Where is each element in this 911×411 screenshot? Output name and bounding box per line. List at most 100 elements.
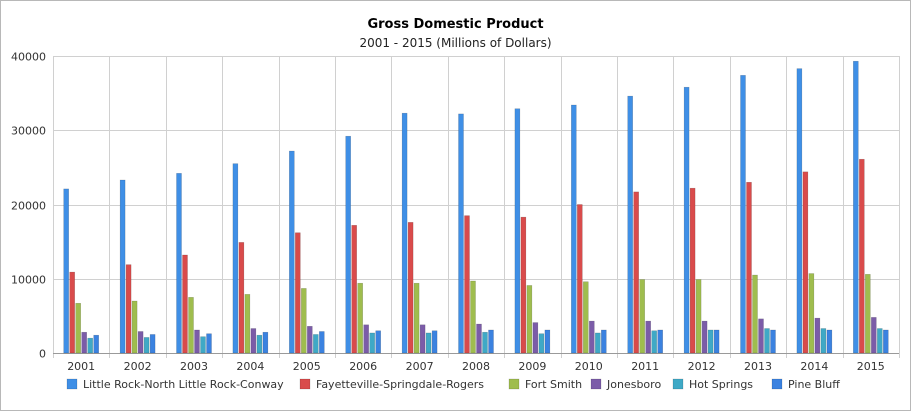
bar (627, 95, 633, 354)
legend-swatch (299, 378, 311, 390)
bar (194, 329, 200, 354)
bar (345, 135, 351, 354)
bar (464, 215, 470, 354)
bar (695, 279, 702, 354)
bar (313, 334, 319, 354)
y-tick-label: 20000 (11, 200, 46, 213)
x-tick-label: 2008 (462, 360, 490, 373)
bar (520, 216, 527, 354)
bar (532, 322, 539, 354)
bar (93, 334, 99, 354)
y-tick-label: 30000 (11, 125, 46, 138)
bar (131, 300, 138, 354)
bar (883, 329, 889, 354)
legend-label: Hot Springs (689, 378, 753, 391)
bar (689, 187, 696, 354)
bar (149, 334, 156, 354)
x-tick-label: 2003 (180, 360, 208, 373)
bar (369, 332, 375, 354)
bar (200, 336, 206, 354)
x-tick-label: 2001 (67, 360, 95, 373)
bar (307, 326, 313, 354)
bar (796, 68, 803, 354)
bar (758, 318, 764, 354)
bar (470, 280, 476, 354)
x-tick-label: 2012 (688, 360, 716, 373)
x-tick-label: 2015 (857, 360, 885, 373)
bar (476, 323, 482, 354)
bar (431, 330, 438, 354)
x-tick-label: 2006 (349, 360, 377, 373)
legend-label: Little Rock-North Little Rock-Conway (83, 378, 284, 391)
bar (713, 329, 720, 354)
legend-swatch (66, 378, 78, 390)
bar (69, 271, 75, 354)
x-tick-label: 2005 (293, 360, 321, 373)
bar (482, 331, 488, 354)
x-tick-label: 2002 (124, 360, 152, 373)
bar (458, 113, 464, 354)
bar (244, 294, 251, 354)
legend-swatch (771, 378, 783, 390)
bar (295, 232, 301, 354)
x-tick-label: 2011 (631, 360, 659, 373)
bar (639, 279, 645, 354)
y-tick-label: 40000 (11, 51, 46, 64)
bar (488, 329, 494, 354)
bar (683, 86, 690, 354)
bar (657, 329, 663, 354)
bar (871, 317, 877, 354)
bar (808, 273, 815, 354)
bar (289, 150, 295, 354)
bar (262, 331, 269, 354)
bar (651, 330, 657, 354)
bar (746, 181, 752, 354)
bar (232, 163, 239, 354)
bar (802, 171, 809, 354)
bar (119, 179, 126, 354)
bar (176, 173, 182, 354)
bar (601, 329, 607, 354)
bar (250, 328, 257, 354)
bar (514, 108, 521, 354)
x-tick-label: 2004 (236, 360, 264, 373)
legend-label: Fayetteville-Springdale-Rogers (316, 378, 484, 391)
bar (413, 282, 420, 354)
bar (701, 320, 708, 354)
bar (820, 328, 827, 354)
bar (859, 158, 865, 354)
x-tick-label: 2013 (744, 360, 772, 373)
bar (595, 332, 601, 354)
bar (407, 222, 414, 354)
bar (740, 75, 746, 354)
y-tick-label: 10000 (11, 274, 46, 287)
bar (544, 329, 551, 354)
bar (357, 282, 363, 354)
legend-swatch (508, 378, 520, 390)
y-tick-label: 0 (39, 348, 46, 361)
bar (589, 320, 595, 354)
bar (538, 333, 545, 354)
bar (707, 329, 714, 354)
bar (375, 330, 381, 354)
x-tick-label: 2014 (800, 360, 828, 373)
bar (238, 242, 245, 354)
bar (206, 333, 212, 354)
bar (826, 329, 833, 354)
bar (182, 254, 188, 354)
bar (81, 331, 87, 354)
bar (87, 337, 93, 354)
bar (256, 334, 263, 354)
bar (125, 264, 132, 354)
bar (319, 331, 325, 354)
chart-title: Gross Domestic Product (367, 17, 544, 32)
legend-label: Fort Smith (525, 378, 582, 391)
bar (63, 188, 69, 354)
legend-label: Jonesboro (606, 378, 661, 391)
bar (301, 288, 307, 354)
x-tick-label: 2010 (575, 360, 603, 373)
bar (188, 297, 194, 354)
bar (770, 329, 776, 354)
bar (137, 331, 144, 354)
